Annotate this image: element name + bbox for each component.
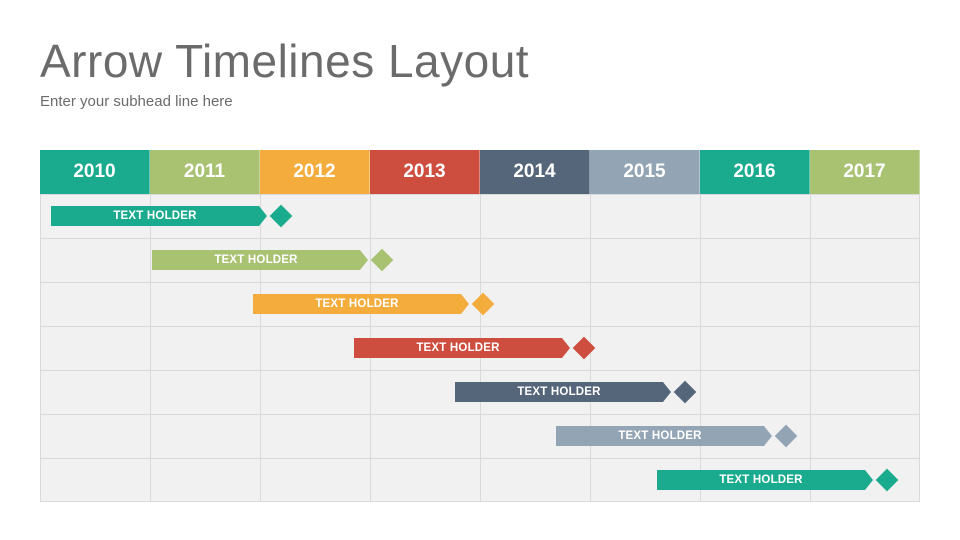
year-header-row: 2010 2011 2012 2013 2014 2015 2016 2017 xyxy=(40,150,920,194)
arrow-head-icon xyxy=(461,294,469,314)
year-cell-2017: 2017 xyxy=(810,150,920,194)
grid-vertical-line xyxy=(810,195,811,501)
arrow-head-icon xyxy=(663,382,671,402)
grid-horizontal-line xyxy=(41,238,919,239)
milestone-diamond-icon xyxy=(370,248,394,272)
timeline-arrow-bar: TEXT HOLDER xyxy=(354,338,562,358)
grid-horizontal-line xyxy=(41,282,919,283)
arrow-head-icon xyxy=(865,470,873,490)
year-cell-2013: 2013 xyxy=(370,150,480,194)
grid-vertical-line xyxy=(700,195,701,501)
page-subtitle: Enter your subhead line here xyxy=(40,93,233,110)
grid-vertical-line xyxy=(260,195,261,501)
timeline-arrow-bar: TEXT HOLDER xyxy=(455,382,663,402)
arrow-head-icon xyxy=(764,426,772,446)
timeline-arrow-bar: TEXT HOLDER xyxy=(253,294,461,314)
page-title: Arrow Timelines Layout xyxy=(40,35,530,87)
arrow-head-icon xyxy=(360,250,368,270)
timeline-grid: TEXT HOLDER TEXT HOLDER TEXT HOLDER TEXT HO… xyxy=(40,194,920,502)
year-cell-2016: 2016 xyxy=(700,150,810,194)
milestone-diamond-icon xyxy=(875,468,899,492)
grid-horizontal-line xyxy=(41,370,919,371)
milestone-diamond-icon xyxy=(774,424,798,448)
year-cell-2014: 2014 xyxy=(480,150,590,194)
timeline-arrow-bar: TEXT HOLDER xyxy=(152,250,360,270)
grid-vertical-line xyxy=(150,195,151,501)
milestone-diamond-icon xyxy=(572,336,596,360)
arrow-head-icon xyxy=(562,338,570,358)
grid-horizontal-line xyxy=(41,326,919,327)
timeline-chart: 2010 2011 2012 2013 2014 2015 2016 2017 TEXT HO… xyxy=(40,150,920,502)
year-cell-2010: 2010 xyxy=(40,150,150,194)
milestone-diamond-icon xyxy=(673,380,697,404)
timeline-arrow-bar: TEXT HOLDER xyxy=(657,470,865,490)
year-cell-2012: 2012 xyxy=(260,150,370,194)
timeline-arrow-bar: TEXT HOLDER xyxy=(556,426,764,446)
grid-horizontal-line xyxy=(41,458,919,459)
milestone-diamond-icon xyxy=(471,292,495,316)
arrow-head-icon xyxy=(259,206,267,226)
grid-horizontal-line xyxy=(41,414,919,415)
timeline-arrow-bar: TEXT HOLDER xyxy=(51,206,259,226)
year-cell-2015: 2015 xyxy=(590,150,700,194)
milestone-diamond-icon xyxy=(269,204,293,228)
year-cell-2011: 2011 xyxy=(150,150,260,194)
